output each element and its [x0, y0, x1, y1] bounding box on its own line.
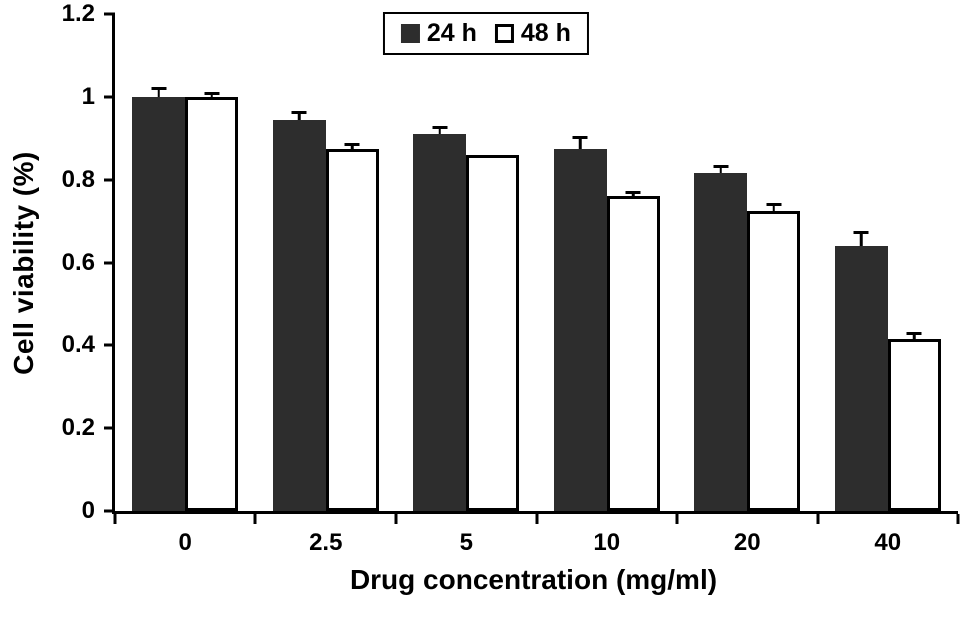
y-tick-label: 0.4 — [61, 331, 95, 359]
error-bar-line — [157, 86, 160, 97]
error-bar-cap — [204, 91, 220, 95]
x-tick-mark — [535, 514, 538, 524]
y-tick-mark — [104, 178, 115, 182]
x-tick-label: 40 — [874, 529, 902, 556]
y-tick-mark — [104, 12, 115, 16]
bar-48h — [887, 331, 941, 511]
bar-48h — [185, 91, 239, 511]
legend-swatch — [400, 24, 420, 43]
error-bar — [891, 331, 938, 343]
y-tick-label: 0.2 — [61, 414, 95, 442]
y-tick-mark — [104, 261, 115, 264]
x-tick-label: 2.5 — [309, 529, 343, 556]
y-axis-title-text: Cell viability (%) — [8, 150, 39, 375]
y-tick-label: 0.6 — [61, 248, 95, 276]
error-bar-cap — [151, 86, 167, 90]
x-tick-mark — [253, 514, 257, 524]
x-tick-mark — [113, 514, 117, 524]
error-bar-line — [860, 231, 863, 246]
legend-item: 48 h — [494, 19, 571, 47]
error-bar-cap — [625, 190, 641, 194]
bar-24h — [694, 165, 748, 511]
error-bar — [750, 203, 797, 214]
error-bar-line — [298, 111, 301, 120]
error-bar-cap — [572, 136, 588, 140]
error-bar-line — [210, 91, 213, 100]
error-bar-line — [579, 136, 582, 149]
error-bar-cap — [432, 125, 448, 129]
x-tick-label: 10 — [593, 529, 621, 556]
bar-group — [396, 14, 537, 511]
legend-label: 24 h — [426, 19, 477, 47]
x-tick-mark — [816, 514, 819, 524]
error-bar-line — [438, 125, 441, 135]
x-tick-label: 5 — [459, 529, 473, 556]
y-tick-mark — [104, 509, 115, 513]
error-bar-cap — [853, 231, 869, 235]
legend-label: 48 h — [520, 19, 571, 47]
error-bar — [329, 143, 376, 152]
bar-group — [537, 14, 678, 511]
bar-group — [677, 14, 818, 511]
x-tick-mark — [675, 514, 679, 524]
x-tick-label: 0 — [178, 529, 192, 556]
error-bar-cap — [344, 143, 360, 147]
x-axis-title: Drug concentration (mg/ml) — [112, 566, 955, 594]
bar-48h — [466, 154, 520, 511]
x-tick-label: 20 — [733, 529, 761, 556]
error-bar — [188, 91, 235, 100]
y-tick-label: 0.8 — [61, 165, 95, 193]
error-bar — [694, 165, 747, 174]
bar-group — [818, 14, 959, 511]
error-bar-cap — [291, 111, 307, 115]
error-bar — [554, 136, 607, 149]
y-tick-label: 1 — [81, 82, 95, 110]
error-bar-cap — [713, 165, 729, 169]
y-tick-mark — [104, 426, 115, 430]
y-tick-label: 0 — [81, 497, 95, 524]
x-tick-mark — [956, 514, 960, 524]
bar-24h — [413, 125, 467, 511]
bar-24h — [272, 111, 326, 511]
y-axis-title: Cell viability (%) — [4, 14, 44, 511]
error-bar — [132, 86, 185, 97]
bar-48h — [606, 190, 660, 511]
bar-24h — [834, 231, 888, 511]
legend-swatch — [494, 24, 514, 43]
y-tick-mark — [104, 95, 115, 99]
error-bar-line — [772, 203, 775, 214]
legend-item: 24 h — [400, 19, 477, 47]
legend: 24 h 48 h — [382, 12, 589, 55]
error-bar — [835, 231, 888, 246]
y-tick-label: 1.2 — [61, 0, 95, 27]
error-bar-line — [632, 190, 635, 200]
error-bar-cap — [766, 203, 782, 207]
bar-24h — [553, 136, 607, 511]
bar-group — [256, 14, 397, 511]
bar-groups — [115, 14, 958, 511]
plot-area: 24 h 48 h 0 0.2 0.4 0.6 0.8 1 1.2 0 2.5 5 10 20 40 — [62, 2, 960, 555]
bar-group — [115, 14, 256, 511]
x-axis-title-text: Drug concentration (mg/ml) — [349, 564, 718, 595]
y-tick-mark — [104, 343, 115, 347]
bar-24h — [132, 86, 186, 511]
error-bar-cap — [906, 331, 922, 335]
error-bar-line — [719, 165, 722, 174]
error-bar-line — [913, 331, 916, 343]
x-tick-mark — [394, 514, 398, 524]
error-bar — [610, 190, 657, 200]
bar-48h — [325, 143, 379, 511]
error-bar-line — [351, 143, 354, 152]
bar-48h — [747, 203, 801, 511]
error-bar — [413, 125, 466, 135]
error-bar — [273, 111, 326, 120]
